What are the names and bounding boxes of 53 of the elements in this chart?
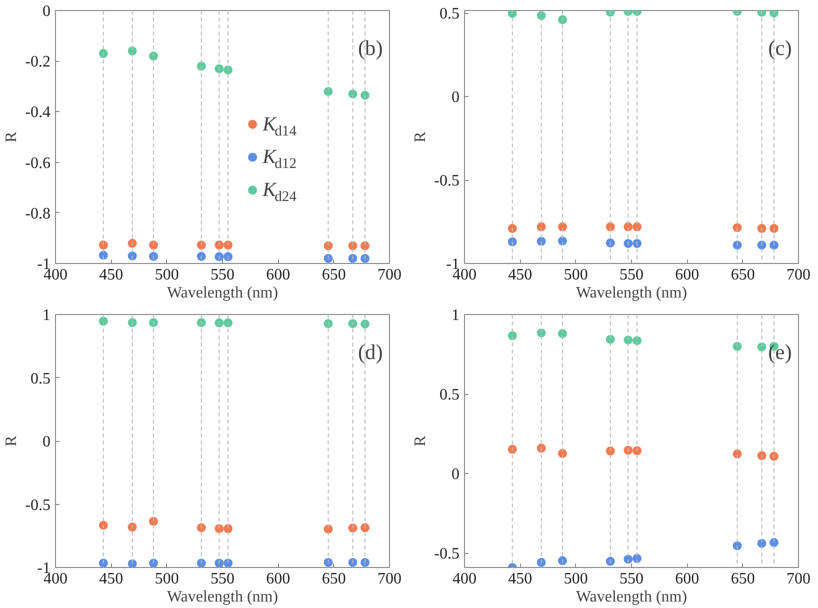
x-tick-label: 550 bbox=[210, 570, 234, 588]
annotation: (b) bbox=[358, 36, 383, 60]
x-tick-label: 600 bbox=[675, 266, 700, 284]
x-tick-label: 500 bbox=[564, 570, 588, 588]
x-tick-label: 650 bbox=[322, 570, 346, 588]
x-tick-label: 700 bbox=[378, 570, 402, 588]
y-tick-label: 0.5 bbox=[440, 6, 460, 23]
y-axis-title: R bbox=[412, 131, 430, 142]
x-tick-label: 600 bbox=[675, 570, 700, 588]
y-axis-title: R bbox=[3, 435, 20, 446]
x-tick-label: 450 bbox=[99, 266, 124, 284]
x-tick-label: 500 bbox=[154, 570, 179, 588]
x-tick-label: 500 bbox=[564, 266, 588, 284]
x-tick-label: 650 bbox=[730, 266, 755, 284]
x-tick-label: 500 bbox=[154, 266, 179, 284]
x-tick-label: 650 bbox=[322, 266, 346, 284]
x-tick-label: 600 bbox=[266, 570, 290, 588]
y-axis-title: R bbox=[3, 131, 20, 142]
x-axis-title: Wavelength (nm) bbox=[166, 284, 278, 302]
y-tick-label: -0.5 bbox=[25, 496, 50, 514]
x-tick-label: 450 bbox=[508, 570, 532, 588]
x-axis-title: Wavelength (nm) bbox=[166, 588, 278, 606]
annotation: (d) bbox=[358, 340, 383, 364]
x-tick-label: 450 bbox=[508, 266, 532, 284]
x-tick-label: 700 bbox=[378, 266, 402, 284]
y-tick-label: -0.5 bbox=[434, 172, 460, 190]
y-tick-label: 1 bbox=[42, 307, 50, 324]
y-tick-label: -0.2 bbox=[25, 54, 50, 71]
y-tick-label: 0.5 bbox=[440, 386, 460, 404]
x-tick-label: 550 bbox=[210, 266, 234, 284]
x-axis-title: Wavelength (nm) bbox=[576, 588, 688, 606]
y-tick-label: 0 bbox=[452, 89, 460, 106]
y-tick-label: -0.8 bbox=[25, 205, 50, 222]
x-tick-label: 650 bbox=[730, 570, 755, 588]
y-tick-label: 0 bbox=[452, 466, 460, 484]
y-tick-label: -0.5 bbox=[434, 546, 460, 563]
x-axis-title: Wavelength (nm) bbox=[576, 284, 688, 302]
y-tick-label: 1 bbox=[452, 307, 460, 324]
x-tick-label: 700 bbox=[786, 266, 810, 284]
x-tick-label: 400 bbox=[452, 570, 476, 588]
y-tick-label: -0.4 bbox=[25, 104, 50, 122]
y-tick-label: -0.6 bbox=[25, 154, 50, 172]
y-tick-label: 0.5 bbox=[30, 370, 50, 388]
x-tick-label: 600 bbox=[266, 266, 290, 284]
x-tick-label: 550 bbox=[620, 266, 644, 284]
y-tick-label: 0 bbox=[42, 434, 50, 450]
x-tick-label: 450 bbox=[99, 570, 124, 588]
y-tick-label: 0 bbox=[42, 3, 50, 20]
x-tick-label: 700 bbox=[786, 570, 810, 588]
annotation: (e) bbox=[768, 340, 792, 364]
x-tick-label: 550 bbox=[620, 570, 644, 588]
annotation: (c) bbox=[768, 36, 792, 60]
y-axis-title: R bbox=[412, 435, 430, 446]
